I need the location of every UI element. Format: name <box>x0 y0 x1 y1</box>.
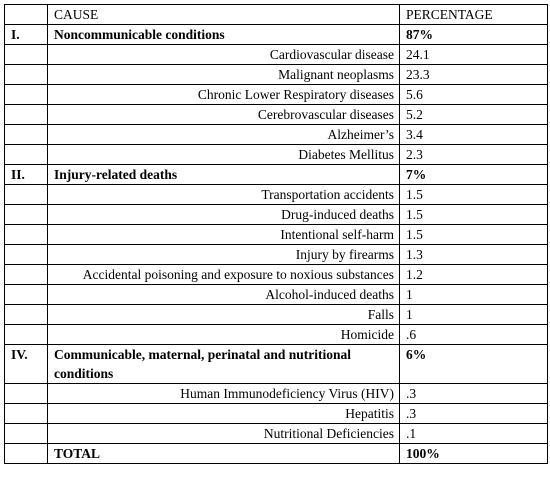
section-row: IV. Communicable, maternal, perinatal and… <box>4 344 548 384</box>
section-cause: Noncommunicable conditions <box>47 24 400 45</box>
item-cause: Cerebrovascular diseases <box>47 104 400 125</box>
item-row: Malignant neoplasms 23.3 <box>4 64 548 85</box>
header-percentage: PERCENTAGE <box>399 4 548 25</box>
item-cause: Hepatitis <box>47 403 400 424</box>
section-row: I. Noncommunicable conditions 87% <box>4 24 548 45</box>
item-number <box>4 204 48 225</box>
item-percentage: .6 <box>399 324 548 345</box>
item-row: Cerebrovascular diseases 5.2 <box>4 104 548 125</box>
item-cause: Transportation accidents <box>47 184 400 205</box>
section-row: II. Injury-related deaths 7% <box>4 164 548 185</box>
cause-table: CAUSE PERCENTAGE I. Noncommunicable condi… <box>4 4 548 464</box>
item-percentage: 1.3 <box>399 244 548 265</box>
item-percentage: 1 <box>399 304 548 325</box>
item-number <box>4 104 48 125</box>
item-percentage: 5.6 <box>399 84 548 105</box>
item-percentage: 1.2 <box>399 264 548 285</box>
item-row: Homicide .6 <box>4 324 548 345</box>
item-number <box>4 64 48 85</box>
item-cause: Injury by firearms <box>47 244 400 265</box>
total-percentage: 100% <box>399 443 548 464</box>
section-number: II. <box>4 164 48 185</box>
item-row: Injury by firearms 1.3 <box>4 244 548 265</box>
item-cause: Alzheimer’s <box>47 124 400 145</box>
item-percentage: 2.3 <box>399 144 548 165</box>
section-percentage: 6% <box>399 344 548 384</box>
item-cause: Diabetes Mellitus <box>47 144 400 165</box>
item-row: Accidental poisoning and exposure to nox… <box>4 264 548 285</box>
item-percentage: 1 <box>399 284 548 305</box>
table-body: CAUSE PERCENTAGE I. Noncommunicable condi… <box>4 4 548 464</box>
total-label: TOTAL <box>47 443 400 464</box>
item-cause: Drug-induced deaths <box>47 204 400 225</box>
item-row: Drug-induced deaths 1.5 <box>4 204 548 225</box>
item-number <box>4 144 48 165</box>
item-cause: Falls <box>47 304 400 325</box>
item-percentage: .1 <box>399 423 548 444</box>
item-number <box>4 423 48 444</box>
item-row: Alcohol-induced deaths 1 <box>4 284 548 305</box>
item-number <box>4 124 48 145</box>
item-row: Nutritional Deficiencies .1 <box>4 423 548 444</box>
item-cause: Alcohol-induced deaths <box>47 284 400 305</box>
item-number <box>4 224 48 245</box>
item-number <box>4 264 48 285</box>
item-percentage: 3.4 <box>399 124 548 145</box>
item-cause: Intentional self-harm <box>47 224 400 245</box>
item-row: Cardiovascular disease 24.1 <box>4 44 548 65</box>
section-cause: Communicable, maternal, perinatal and nu… <box>47 344 400 384</box>
item-row: Intentional self-harm 1.5 <box>4 224 548 245</box>
item-row: Human Immunodeficiency Virus (HIV) .3 <box>4 383 548 404</box>
item-row: Hepatitis .3 <box>4 403 548 424</box>
item-cause: Homicide <box>47 324 400 345</box>
item-percentage: 1.5 <box>399 184 548 205</box>
item-number <box>4 84 48 105</box>
item-cause: Malignant neoplasms <box>47 64 400 85</box>
item-percentage: 1.5 <box>399 224 548 245</box>
item-number <box>4 244 48 265</box>
item-number <box>4 284 48 305</box>
header-number <box>4 4 48 25</box>
section-percentage: 87% <box>399 24 548 45</box>
section-percentage: 7% <box>399 164 548 185</box>
item-number <box>4 184 48 205</box>
item-row: Transportation accidents 1.5 <box>4 184 548 205</box>
item-cause: Chronic Lower Respiratory diseases <box>47 84 400 105</box>
item-cause: Accidental poisoning and exposure to nox… <box>47 264 400 285</box>
item-row: Falls 1 <box>4 304 548 325</box>
item-percentage: 5.2 <box>399 104 548 125</box>
item-row: Diabetes Mellitus 2.3 <box>4 144 548 165</box>
total-number <box>4 443 48 464</box>
item-row: Alzheimer’s 3.4 <box>4 124 548 145</box>
item-cause: Nutritional Deficiencies <box>47 423 400 444</box>
item-cause: Human Immunodeficiency Virus (HIV) <box>47 383 400 404</box>
item-number <box>4 44 48 65</box>
section-number: I. <box>4 24 48 45</box>
item-number <box>4 403 48 424</box>
item-percentage: .3 <box>399 383 548 404</box>
item-percentage: 23.3 <box>399 64 548 85</box>
section-number: IV. <box>4 344 48 384</box>
item-number <box>4 383 48 404</box>
item-row: Chronic Lower Respiratory diseases 5.6 <box>4 84 548 105</box>
item-number <box>4 324 48 345</box>
item-percentage: 1.5 <box>399 204 548 225</box>
header-cause: CAUSE <box>47 4 400 25</box>
item-number <box>4 304 48 325</box>
item-percentage: 24.1 <box>399 44 548 65</box>
total-row: TOTAL 100% <box>4 443 548 464</box>
section-cause: Injury-related deaths <box>47 164 400 185</box>
item-cause: Cardiovascular disease <box>47 44 400 65</box>
item-percentage: .3 <box>399 403 548 424</box>
header-row: CAUSE PERCENTAGE <box>4 4 548 25</box>
